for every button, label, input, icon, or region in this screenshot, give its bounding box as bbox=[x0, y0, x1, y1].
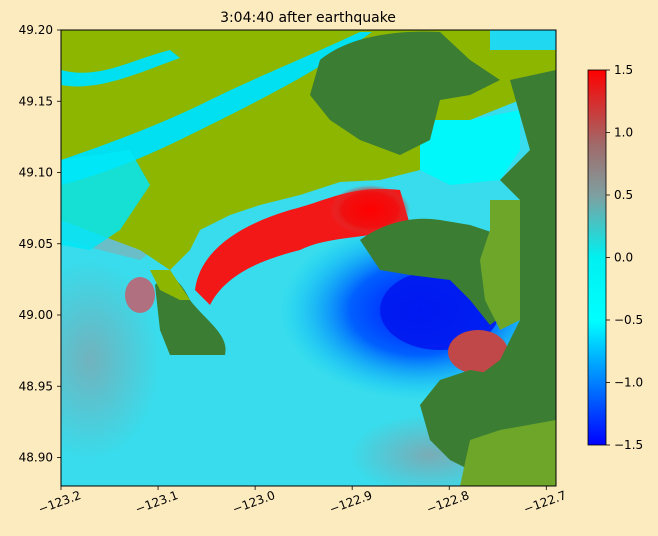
x-tick-label: −123.2 bbox=[36, 488, 83, 516]
y-axis: 48.90 48.95 49.00 49.05 49.10 49.15 49.20 bbox=[19, 23, 61, 465]
fraser-delta-cyan bbox=[61, 150, 150, 250]
x-axis: −123.2 −123.1 −123.0 −122.9 −122.8 −122.7 bbox=[36, 486, 568, 516]
chart-title: 3:04:40 after earthquake bbox=[220, 10, 396, 26]
x-tick-label: −122.7 bbox=[522, 488, 569, 516]
y-tick-label: 49.05 bbox=[19, 237, 53, 251]
point-roberts bbox=[155, 277, 226, 355]
x-tick-label: −123.1 bbox=[133, 488, 180, 516]
upland-centre bbox=[360, 218, 520, 325]
y-tick-label: 49.20 bbox=[19, 23, 53, 37]
positive-anomaly-w bbox=[125, 277, 155, 313]
y-tick-label: 49.15 bbox=[19, 94, 53, 108]
upland-lowland-edge bbox=[480, 200, 520, 330]
land-south-peninsula bbox=[440, 370, 510, 420]
plot-frame bbox=[60, 29, 557, 487]
river-channel bbox=[61, 32, 372, 185]
y-tick-label: 48.90 bbox=[19, 451, 53, 465]
colorbar-tick-label: −1.5 bbox=[614, 438, 643, 452]
colorbar-axis: −1.5 −1.0 −0.5 0.0 0.5 1.0 1.5 bbox=[606, 63, 643, 452]
colorbar-tick-label: −0.5 bbox=[614, 313, 643, 327]
point-roberts-edge bbox=[150, 270, 190, 300]
positive-anomaly-se bbox=[448, 330, 508, 374]
colorbar-tick-label: 1.0 bbox=[614, 126, 633, 140]
colorbar-tick-label: 0.5 bbox=[614, 188, 633, 202]
land-south-coast bbox=[460, 420, 556, 486]
positive-anomaly-peak bbox=[330, 185, 410, 235]
x-tick-label: −122.9 bbox=[328, 488, 375, 516]
colorbar-tick-label: 1.5 bbox=[614, 63, 633, 77]
upland-north bbox=[310, 31, 500, 156]
y-tick-label: 49.00 bbox=[19, 308, 53, 322]
mud-flats-east bbox=[420, 110, 520, 185]
y-tick-label: 48.95 bbox=[19, 379, 53, 393]
y-tick-label: 49.10 bbox=[19, 166, 53, 180]
river-channel-ne bbox=[490, 30, 556, 50]
colorbar bbox=[587, 69, 607, 446]
x-tick-label: −123.0 bbox=[230, 488, 277, 516]
x-tick-label: −122.8 bbox=[425, 488, 472, 516]
river-channel-north bbox=[61, 50, 180, 87]
colorbar-tick-label: −1.0 bbox=[614, 376, 643, 390]
plot-area bbox=[61, 30, 556, 486]
colorbar-tick-label: 0.0 bbox=[614, 251, 633, 265]
